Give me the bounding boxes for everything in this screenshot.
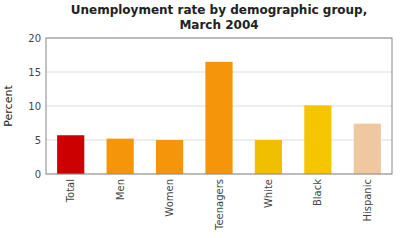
chart-container: Unemployment rate by demographic group,M… [0, 0, 401, 238]
x-tick-label: Women [164, 179, 175, 217]
title-line: Unemployment rate by demographic group, [71, 3, 368, 17]
bar [205, 62, 232, 174]
y-tick-label: 0 [35, 169, 41, 180]
chart-svg: Unemployment rate by demographic group,M… [0, 0, 401, 238]
x-tick-label: Men [115, 179, 126, 200]
x-tick-label: Total [65, 179, 76, 203]
x-tick-label: Teenagers [214, 179, 225, 231]
x-tick-label: Hispanic [362, 179, 373, 222]
bar [57, 135, 84, 174]
y-grid [46, 38, 392, 174]
bar [354, 124, 381, 174]
y-tick-label: 10 [28, 101, 41, 112]
bar [304, 105, 331, 174]
title: Unemployment rate by demographic group,M… [71, 3, 368, 32]
y-tick-label: 20 [28, 33, 41, 44]
title-line: March 2004 [179, 18, 258, 32]
bars [57, 62, 381, 174]
y-tick-label: 15 [28, 67, 41, 78]
y-tick-label: 5 [35, 135, 41, 146]
x-tick-label: White [263, 179, 274, 208]
bar [156, 140, 183, 174]
bar [255, 140, 282, 174]
x-tick-label: Black [312, 179, 323, 206]
plot-frame [46, 38, 392, 174]
y-axis-label: Percent [2, 85, 15, 127]
bar [107, 139, 134, 174]
